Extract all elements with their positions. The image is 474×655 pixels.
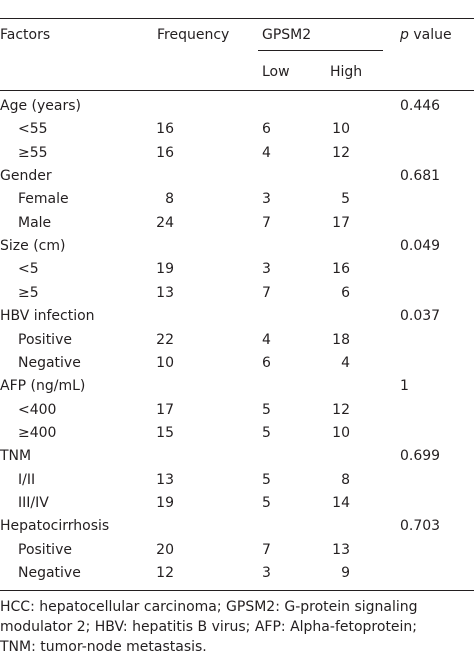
frequency: 15 bbox=[156, 424, 174, 441]
group-name: Age (years) bbox=[0, 98, 81, 114]
frequency: 20 bbox=[156, 541, 174, 558]
low: 7 bbox=[262, 541, 271, 558]
low: 3 bbox=[262, 191, 271, 208]
p-value: 0.703 bbox=[400, 518, 441, 535]
low: 3 bbox=[262, 565, 271, 581]
low: 6 bbox=[262, 354, 271, 371]
header-p-value: p value bbox=[400, 26, 452, 44]
low: 4 bbox=[262, 331, 271, 348]
low: 5 bbox=[262, 494, 271, 511]
p-rest: value bbox=[408, 27, 452, 43]
frequency: 12 bbox=[156, 565, 174, 581]
row-name: ≥5 bbox=[18, 284, 39, 301]
row-name: Positive bbox=[18, 541, 72, 558]
high: 10 bbox=[332, 424, 350, 441]
frequency: 10 bbox=[156, 354, 174, 371]
low: 3 bbox=[262, 261, 271, 278]
row-name: <55 bbox=[18, 121, 48, 138]
group-name: AFP (ng/mL) bbox=[0, 378, 86, 395]
low: 5 bbox=[262, 424, 271, 441]
footnote-line: TNM: tumor-node metastasis. bbox=[0, 639, 207, 655]
high: 6 bbox=[341, 284, 350, 301]
header-rule bbox=[0, 90, 474, 91]
row-name: Male bbox=[18, 214, 52, 231]
row-name: ≥55 bbox=[18, 144, 48, 161]
high: 14 bbox=[332, 494, 350, 511]
low: 7 bbox=[262, 284, 271, 301]
p-value: 0.037 bbox=[400, 308, 441, 325]
frequency: 13 bbox=[156, 284, 174, 301]
header-high: High bbox=[330, 64, 363, 80]
bottom-rule bbox=[0, 590, 474, 591]
footnote-line: modulator 2; HBV: hepatitis B virus; AFP… bbox=[0, 619, 418, 635]
row-name: Positive bbox=[18, 331, 72, 348]
frequency: 16 bbox=[156, 144, 174, 161]
p-value: 0.049 bbox=[400, 238, 441, 255]
row-name: Negative bbox=[18, 565, 81, 581]
frequency: 24 bbox=[156, 214, 174, 231]
frequency: 22 bbox=[156, 331, 174, 348]
row-name: ≥400 bbox=[18, 424, 57, 441]
low: 4 bbox=[262, 144, 271, 161]
row-name: <5 bbox=[18, 261, 39, 278]
p-value: 1 bbox=[400, 378, 409, 395]
row-name: III/IV bbox=[18, 494, 49, 511]
group-name: Hepatocirrhosis bbox=[0, 518, 110, 535]
row-name: Female bbox=[18, 191, 69, 208]
high: 12 bbox=[332, 401, 350, 418]
high: 8 bbox=[341, 471, 350, 488]
frequency: 8 bbox=[165, 191, 174, 208]
group-name: Gender bbox=[0, 168, 52, 185]
frequency: 19 bbox=[156, 261, 174, 278]
high: 17 bbox=[332, 214, 350, 231]
header-low: Low bbox=[262, 64, 290, 80]
high: 18 bbox=[332, 331, 350, 348]
frequency: 16 bbox=[156, 121, 174, 138]
p-italic: p bbox=[400, 27, 409, 43]
high: 5 bbox=[341, 191, 350, 208]
high: 13 bbox=[332, 541, 350, 558]
group-name: HBV infection bbox=[0, 308, 95, 325]
top-rule bbox=[0, 18, 474, 19]
high: 12 bbox=[332, 144, 350, 161]
low: 5 bbox=[262, 401, 271, 418]
footnote-line: HCC: hepatocellular carcinoma; GPSM2: G-… bbox=[0, 599, 418, 615]
group-rule bbox=[258, 50, 383, 51]
low: 5 bbox=[262, 471, 271, 488]
p-value: 0.699 bbox=[400, 448, 441, 465]
row-name: <400 bbox=[18, 401, 57, 418]
frequency: 19 bbox=[156, 494, 174, 511]
row-name: Negative bbox=[18, 354, 81, 371]
frequency: 13 bbox=[156, 471, 174, 488]
header-factors: Factors bbox=[0, 27, 51, 43]
p-value: 0.681 bbox=[400, 168, 441, 185]
group-name: TNM bbox=[0, 448, 32, 465]
high: 16 bbox=[332, 261, 350, 278]
frequency: 17 bbox=[156, 401, 174, 418]
high: 4 bbox=[341, 354, 350, 371]
high: 9 bbox=[341, 565, 350, 581]
high: 10 bbox=[332, 121, 350, 138]
low: 6 bbox=[262, 121, 271, 138]
p-value: 0.446 bbox=[400, 98, 441, 114]
header-frequency: Frequency bbox=[157, 27, 230, 43]
low: 7 bbox=[262, 214, 271, 231]
group-name: Size (cm) bbox=[0, 238, 66, 255]
header-gpsm2: GPSM2 bbox=[262, 27, 312, 43]
row-name: I/II bbox=[18, 471, 36, 488]
